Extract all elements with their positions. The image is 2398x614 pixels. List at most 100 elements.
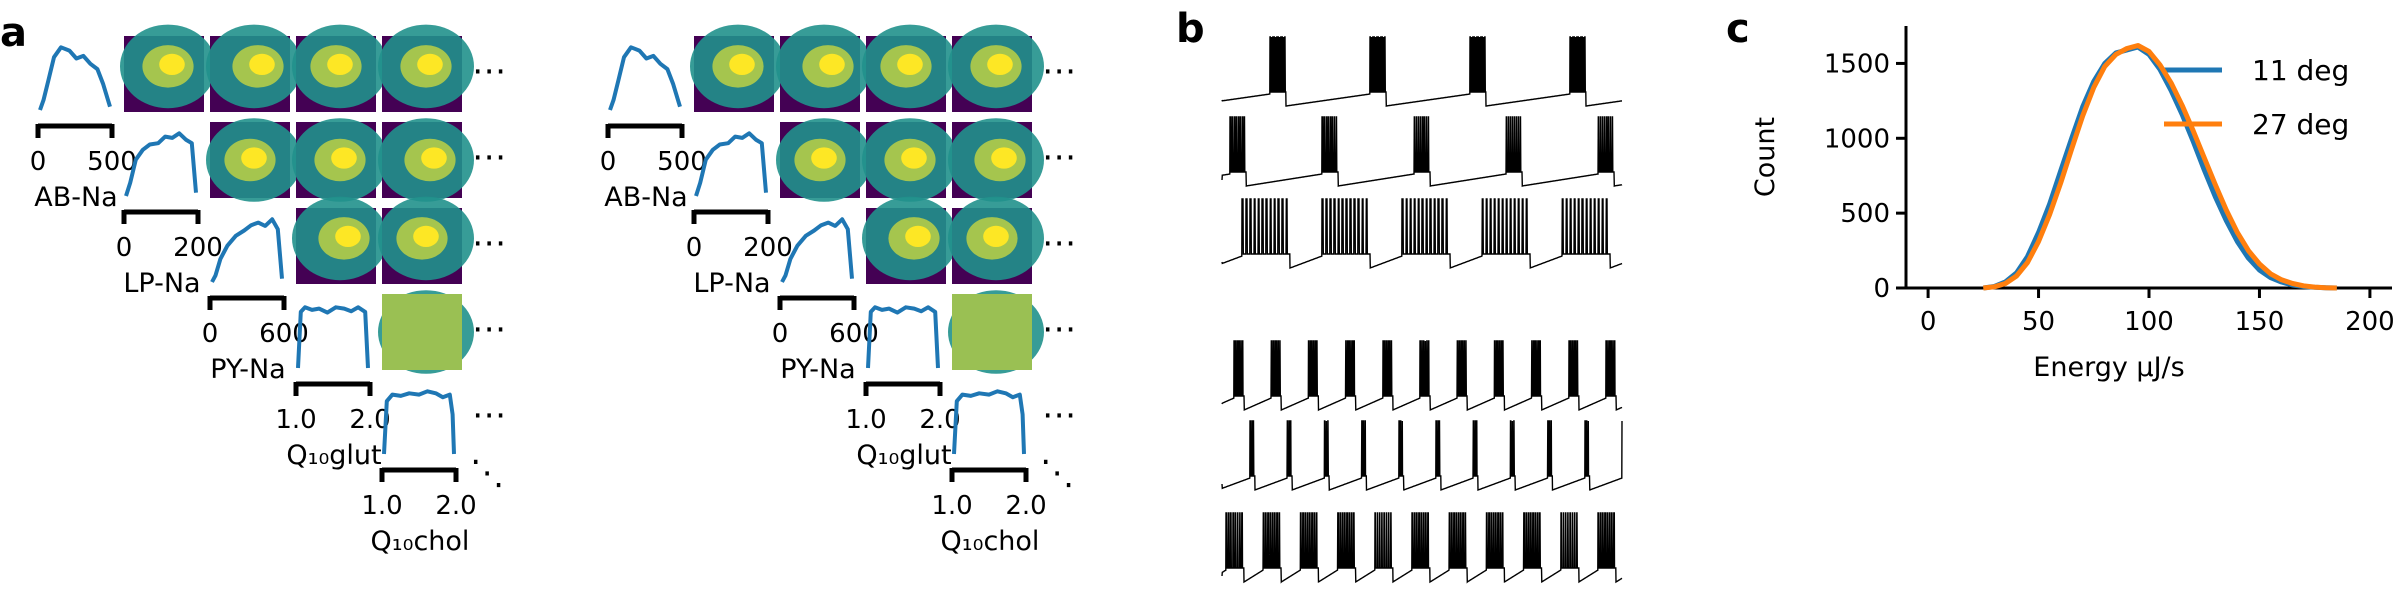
y-tick-label: 1000 [1824, 124, 1890, 154]
diagonal-ellipsis: ⋱ [1040, 453, 1074, 493]
y-tick-label: 1500 [1824, 49, 1890, 79]
heatmap-peak [327, 53, 353, 76]
row-ellipsis: ⋯ [472, 137, 506, 177]
heatmap-peak [241, 147, 267, 169]
panel-label-a: a [0, 10, 27, 56]
row-ellipsis: ⋯ [472, 223, 506, 263]
diagonal-ellipsis: ⋱ [470, 453, 504, 493]
heatmap-fill [952, 294, 1032, 370]
heatmap-fill [382, 294, 462, 370]
heatmap-peak [819, 53, 845, 76]
marginal-curve [608, 45, 682, 111]
heatmap-peak [897, 53, 923, 76]
voltage-trace [1221, 36, 1622, 108]
axis-tick-label: 0 [600, 147, 617, 177]
x-tick-label: 100 [2124, 307, 2174, 337]
row-ellipsis: ⋯ [1042, 223, 1076, 263]
row-ellipsis: ⋯ [472, 395, 506, 435]
axis-label: Q₁₀chol [371, 526, 470, 557]
heatmap-cell [378, 196, 474, 284]
axis-tick-label: 1.0 [275, 405, 316, 435]
heatmap-cell [862, 118, 958, 202]
heatmap-cell [292, 196, 388, 284]
marginal-curve [124, 131, 198, 197]
axis-label: Q₁₀glut [856, 440, 951, 471]
heatmap-peak [729, 53, 755, 76]
heatmap-peak [905, 225, 931, 248]
axis-tick-label: 200 [173, 233, 223, 263]
axis-tick-label: 1.0 [845, 405, 886, 435]
panel-b [1221, 36, 1623, 584]
voltage-trace [1221, 198, 1623, 270]
axis-tick-label: 0 [202, 319, 219, 349]
heatmap-peak [335, 225, 361, 248]
axis-tick-label: 0 [772, 319, 789, 349]
y-tick-label: 0 [1873, 274, 1890, 304]
trace-group-1 [1221, 36, 1623, 270]
axis-tick-label: 2.0 [435, 491, 476, 521]
row-ellipsis: ⋯ [1042, 51, 1076, 91]
axis-label: AB-Na [34, 182, 117, 213]
x-tick-label: 150 [2235, 307, 2285, 337]
row-ellipsis: ⋯ [1042, 309, 1076, 349]
heatmap-cell [378, 118, 474, 202]
voltage-trace [1221, 512, 1623, 584]
voltage-trace [1221, 420, 1623, 492]
x-axis-label: Energy µJ/s [2033, 352, 2184, 383]
heatmap-cell [862, 196, 958, 284]
row-ellipsis: ⋯ [472, 51, 506, 91]
y-tick-label: 500 [1840, 199, 1890, 229]
series-line-2 [1983, 43, 2337, 291]
heatmap-cell [948, 24, 1044, 112]
x-tick-label: 0 [1920, 307, 1937, 337]
heatmap-cell [948, 290, 1044, 374]
row-ellipsis: ⋯ [1042, 395, 1076, 435]
panel-label-c: c [1726, 6, 1750, 52]
heatmap-peak [991, 147, 1017, 169]
heatmap-peak [249, 53, 275, 76]
heatmap-peak [983, 225, 1009, 248]
axis-label: PY-Na [210, 354, 285, 385]
marginal-curve [210, 217, 284, 283]
x-tick-label: 200 [2345, 307, 2395, 337]
heatmap-cell [948, 196, 1044, 284]
heatmap-peak [901, 147, 927, 169]
axis-tick-label: 1.0 [361, 491, 402, 521]
trace-group-2 [1221, 340, 1623, 584]
heatmap-peak [421, 147, 447, 169]
heatmap-cell [776, 118, 872, 202]
y-axis-label: Count [1750, 117, 1781, 197]
marginal-curve [780, 217, 854, 283]
heatmap-cell [862, 24, 958, 112]
axis-tick-label: 0 [116, 233, 133, 263]
heatmap-peak [811, 147, 837, 169]
axis-label: Q₁₀glut [286, 440, 381, 471]
heatmap-peak [331, 147, 357, 169]
x-tick-label: 50 [2022, 307, 2055, 337]
axis-label: LP-Na [693, 268, 770, 299]
heatmap-cell [378, 24, 474, 112]
row-ellipsis: ⋯ [1042, 137, 1076, 177]
legend-label-1: 11 deg [2252, 54, 2349, 87]
heatmap-cell [378, 290, 474, 374]
axis-label: LP-Na [123, 268, 200, 299]
heatmap-peak [987, 53, 1013, 76]
heatmap-cell [120, 24, 216, 112]
axis-tick-label: 500 [657, 147, 707, 177]
voltage-trace [1221, 340, 1623, 412]
marginal-curve [866, 305, 940, 369]
axis-tick-label: 1.0 [931, 491, 972, 521]
heatmap-peak [159, 53, 185, 76]
heatmap-cell [776, 24, 872, 112]
heatmap-cell [292, 24, 388, 112]
marginal-curve [38, 45, 112, 111]
heatmap-peak [413, 225, 439, 248]
heatmap-cell [206, 118, 302, 202]
heatmap-cell [206, 24, 302, 112]
voltage-trace [1221, 116, 1623, 188]
legend-label-2: 27 deg [2252, 108, 2349, 141]
row-ellipsis: ⋯ [472, 309, 506, 349]
